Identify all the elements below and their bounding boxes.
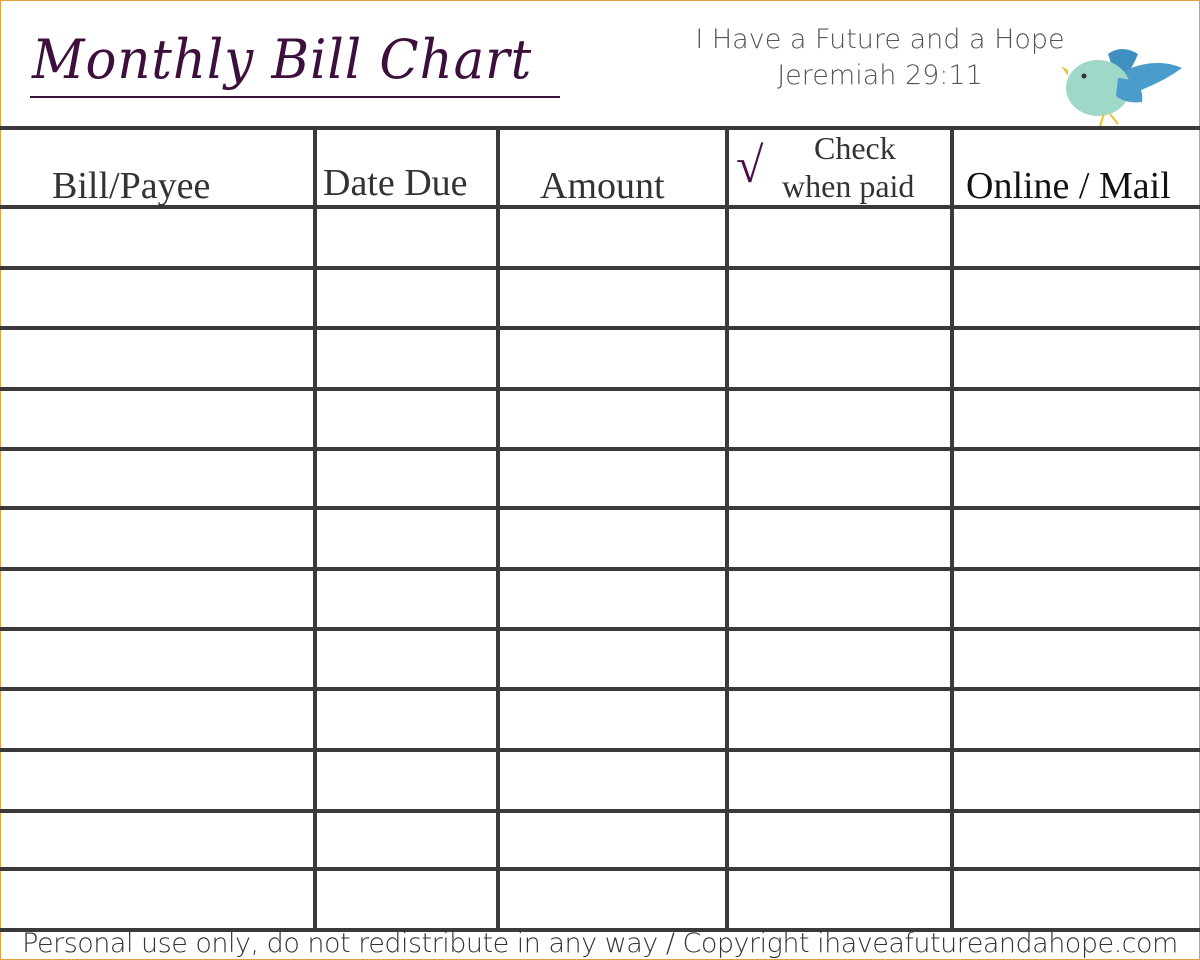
table-cell[interactable] bbox=[0, 209, 313, 266]
table-cell[interactable] bbox=[954, 391, 1196, 447]
verse-line-1: I Have a Future and a Hope bbox=[695, 24, 1065, 55]
table-cell[interactable] bbox=[317, 209, 496, 266]
table-cell[interactable] bbox=[0, 391, 313, 447]
verse-reference: Jeremiah 29:11 bbox=[777, 60, 983, 91]
table-cell[interactable] bbox=[500, 631, 725, 687]
table-cell[interactable] bbox=[317, 631, 496, 687]
table-cell[interactable] bbox=[500, 571, 725, 627]
table-cell[interactable] bbox=[317, 813, 496, 867]
table-cell[interactable] bbox=[500, 209, 725, 266]
table-cell[interactable] bbox=[0, 451, 313, 506]
row-divider bbox=[0, 809, 1200, 813]
row-divider bbox=[0, 867, 1200, 871]
column-header-date-due: Date Due bbox=[323, 162, 468, 204]
table-cell[interactable] bbox=[0, 510, 313, 567]
row-divider bbox=[0, 627, 1200, 631]
table-cell[interactable] bbox=[729, 571, 950, 627]
column-header-check-line2: when paid bbox=[782, 168, 915, 204]
table-cell[interactable] bbox=[317, 871, 496, 928]
page-title: Monthly Bill Chart bbox=[32, 28, 533, 91]
table-cell[interactable] bbox=[317, 330, 496, 387]
table-cell[interactable] bbox=[954, 330, 1196, 387]
table-cell[interactable] bbox=[954, 209, 1196, 266]
table-cell[interactable] bbox=[500, 270, 725, 326]
column-divider bbox=[725, 128, 729, 932]
table-cell[interactable] bbox=[729, 510, 950, 567]
row-divider bbox=[0, 567, 1200, 571]
table-cell[interactable] bbox=[0, 330, 313, 387]
column-divider bbox=[313, 128, 317, 932]
table-top-border bbox=[0, 126, 1200, 130]
column-divider bbox=[950, 128, 954, 932]
table-cell[interactable] bbox=[954, 571, 1196, 627]
table-cell[interactable] bbox=[0, 691, 313, 748]
table-cell[interactable] bbox=[317, 752, 496, 809]
header-bottom-border bbox=[0, 205, 1200, 209]
table-cell[interactable] bbox=[729, 631, 950, 687]
table-cell[interactable] bbox=[317, 270, 496, 326]
table-cell[interactable] bbox=[500, 691, 725, 748]
table-cell[interactable] bbox=[729, 391, 950, 447]
table-cell[interactable] bbox=[0, 571, 313, 627]
row-divider bbox=[0, 387, 1200, 391]
row-divider bbox=[0, 266, 1200, 270]
table-cell[interactable] bbox=[954, 510, 1196, 567]
table-cell[interactable] bbox=[954, 813, 1196, 867]
table-cell[interactable] bbox=[954, 631, 1196, 687]
row-divider bbox=[0, 447, 1200, 451]
table-cell[interactable] bbox=[317, 510, 496, 567]
table-cell[interactable] bbox=[729, 209, 950, 266]
table-cell[interactable] bbox=[500, 391, 725, 447]
table-cell[interactable] bbox=[729, 813, 950, 867]
table-cell[interactable] bbox=[500, 813, 725, 867]
table-cell[interactable] bbox=[500, 330, 725, 387]
title-underline bbox=[30, 96, 560, 98]
table-cell[interactable] bbox=[500, 510, 725, 567]
table-cell[interactable] bbox=[0, 270, 313, 326]
table-cell[interactable] bbox=[317, 571, 496, 627]
table-cell[interactable] bbox=[0, 813, 313, 867]
table-cell[interactable] bbox=[500, 451, 725, 506]
column-divider bbox=[496, 128, 500, 932]
table-cell[interactable] bbox=[954, 871, 1196, 928]
table-cell[interactable] bbox=[729, 330, 950, 387]
row-divider bbox=[0, 687, 1200, 691]
table-cell[interactable] bbox=[0, 871, 313, 928]
table-cell[interactable] bbox=[729, 752, 950, 809]
row-divider bbox=[0, 748, 1200, 752]
row-divider bbox=[0, 506, 1200, 510]
table-cell[interactable] bbox=[954, 451, 1196, 506]
check-mark-icon: √ bbox=[736, 137, 764, 193]
table-cell[interactable] bbox=[954, 270, 1196, 326]
column-header-amount: Amount bbox=[540, 165, 665, 207]
table-cell[interactable] bbox=[0, 752, 313, 809]
table-cell[interactable] bbox=[500, 871, 725, 928]
row-divider bbox=[0, 326, 1200, 330]
table-cell[interactable] bbox=[317, 691, 496, 748]
table-cell[interactable] bbox=[317, 391, 496, 447]
column-header-online-mail: Online / Mail bbox=[966, 165, 1171, 207]
table-cell[interactable] bbox=[317, 451, 496, 506]
copyright-footer: Personal use only, do not redistribute i… bbox=[22, 928, 1178, 959]
table-cell[interactable] bbox=[0, 631, 313, 687]
column-header-bill-payee: Bill/Payee bbox=[52, 165, 211, 207]
table-cell[interactable] bbox=[729, 270, 950, 326]
column-header-check-line1: Check bbox=[814, 130, 896, 166]
table-cell[interactable] bbox=[500, 752, 725, 809]
table-cell[interactable] bbox=[729, 691, 950, 748]
table-cell[interactable] bbox=[954, 752, 1196, 809]
bird-icon bbox=[1061, 49, 1182, 127]
table-cell[interactable] bbox=[729, 451, 950, 506]
table-cell[interactable] bbox=[954, 691, 1196, 748]
table-cell[interactable] bbox=[729, 871, 950, 928]
row-divider bbox=[0, 928, 1200, 932]
